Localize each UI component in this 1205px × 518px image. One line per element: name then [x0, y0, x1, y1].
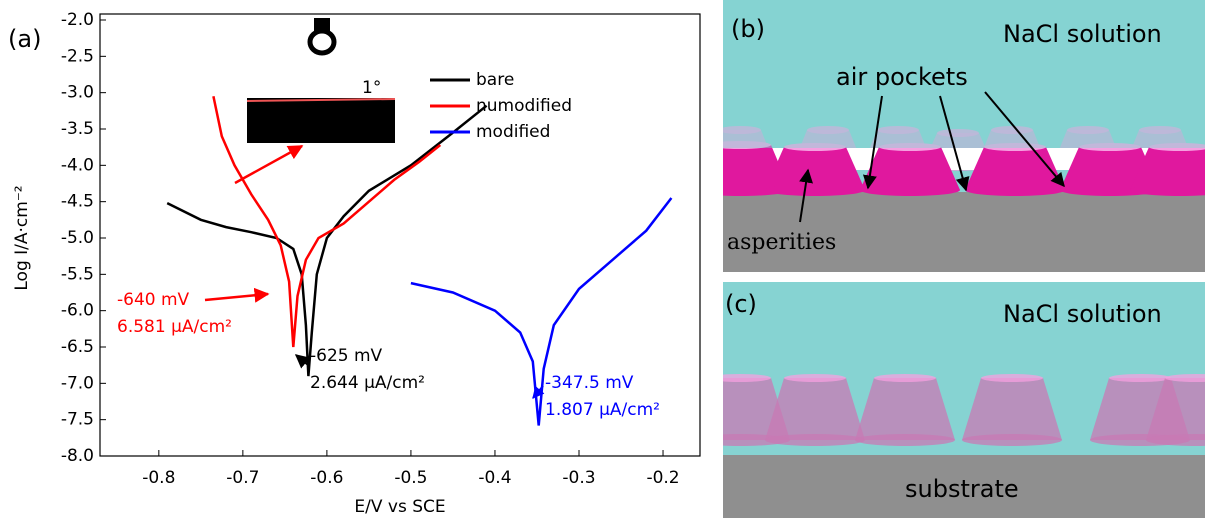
asperity-base	[765, 434, 865, 446]
legend-label: modified	[476, 122, 550, 142]
asperity-top	[1079, 143, 1141, 151]
y-tick-label: -6.0	[61, 301, 94, 321]
panel-c: (c) NaCl solution substrate	[723, 282, 1205, 518]
y-tick-label: -7.5	[61, 410, 94, 430]
medium-label: NaCl solution	[1003, 20, 1162, 48]
callout-arrow	[984, 91, 1065, 188]
legend-label: bare	[476, 70, 514, 90]
inset-baseline	[246, 98, 396, 102]
y-tick-label: -2.5	[61, 46, 94, 66]
callout-label: air pockets	[836, 63, 968, 91]
asperity	[855, 378, 955, 440]
asperity-top	[807, 126, 849, 134]
illustrations: (b) NaCl solution air pockets asperities (c)…	[723, 0, 1205, 518]
series-line	[166, 104, 488, 377]
asperity-top	[874, 374, 936, 382]
y-tick-label: -2.0	[61, 10, 94, 30]
asperity-top	[879, 143, 941, 151]
y-tick-label: -8.0	[61, 446, 94, 466]
asperity	[860, 147, 960, 190]
legend-label: numodified	[476, 96, 572, 116]
substrate	[723, 455, 1205, 518]
droplet-stem	[314, 18, 330, 32]
asperity	[1146, 378, 1205, 440]
asperity-base	[1146, 434, 1205, 446]
asperity-top	[981, 374, 1043, 382]
substrate-label: substrate	[905, 475, 1019, 503]
panel-label: (c)	[725, 290, 757, 318]
asperity	[765, 147, 865, 190]
callout-arrow	[799, 168, 814, 223]
x-tick-label: -0.3	[562, 468, 595, 488]
plot-frame	[99, 13, 701, 457]
annotation: -347.5 mV	[545, 373, 634, 393]
annotation: -625 mV	[310, 346, 383, 366]
asperity-top	[1067, 126, 1109, 134]
asperity-base	[1130, 184, 1205, 196]
x-tick-label: -0.7	[226, 468, 259, 488]
asperity-top	[784, 143, 846, 151]
asperity-top	[1139, 126, 1181, 134]
x-tick-label: -0.5	[394, 468, 427, 488]
y-tick-label: -3.0	[61, 83, 94, 103]
asperity-top	[784, 374, 846, 382]
annotation-arrow	[294, 354, 311, 369]
x-axis-label: E/V vs SCE	[354, 497, 445, 517]
annotation: -640 mV	[117, 290, 190, 310]
panel-label: (a)	[8, 25, 41, 53]
callout-arrow	[862, 95, 883, 190]
annotation: 6.581 μA/cm²	[117, 317, 232, 337]
asperity-top	[877, 126, 919, 134]
solution-overlay	[723, 0, 1205, 148]
asperity-base	[962, 434, 1062, 446]
asperity-top	[1165, 374, 1205, 382]
y-tick-label: -6.5	[61, 337, 94, 357]
annotation-arrow	[204, 287, 270, 303]
asperity-top	[937, 129, 979, 137]
x-tick-label: -0.8	[142, 468, 175, 488]
asperity	[1130, 147, 1205, 190]
y-tick-label: -5.5	[61, 264, 94, 284]
annotation-arrow	[234, 144, 304, 185]
annotation: 2.644 μA/cm²	[310, 373, 425, 393]
y-tick-label: -4.5	[61, 192, 94, 212]
y-tick-label: -4.0	[61, 155, 94, 175]
annotation-arrow	[532, 385, 545, 399]
asperity-top	[1109, 374, 1171, 382]
asperity	[962, 378, 1062, 440]
asperity-top	[723, 141, 771, 149]
annotation: 1.807 μA/cm²	[545, 400, 660, 420]
asperity-base	[765, 184, 865, 196]
asperity-top	[723, 126, 761, 134]
asperity-top	[723, 374, 771, 382]
asperity-base	[965, 184, 1065, 196]
asperity-base	[855, 434, 955, 446]
x-tick-label: -0.4	[478, 468, 511, 488]
y-tick-label: -3.5	[61, 119, 94, 139]
x-tick-label: -0.2	[646, 468, 679, 488]
panel-b: (b) NaCl solution air pockets asperities	[723, 0, 1205, 272]
y-tick-label: -5.0	[61, 228, 94, 248]
droplet-icon	[307, 28, 337, 56]
asperity-top	[1149, 143, 1205, 151]
callout-label: asperities	[727, 230, 836, 255]
chart: -2.0 -2.5 -3.0 -3.5 -4.0 -4.5 -5.0 -5.5 -6.0 -6.5…	[8, 10, 701, 517]
asperity	[765, 378, 865, 440]
y-tick-label: -7.0	[61, 373, 94, 393]
asperity-top	[991, 126, 1033, 134]
x-tick-label: -0.6	[310, 468, 343, 488]
panel-label: (b)	[731, 15, 765, 43]
asperity-base	[860, 184, 960, 196]
y-axis-label: Log I/A·cm⁻²	[12, 185, 32, 290]
inset-image	[247, 98, 395, 143]
annotation: 1°	[362, 78, 381, 98]
medium-label: NaCl solution	[1003, 300, 1162, 328]
callout-arrow	[939, 95, 970, 192]
